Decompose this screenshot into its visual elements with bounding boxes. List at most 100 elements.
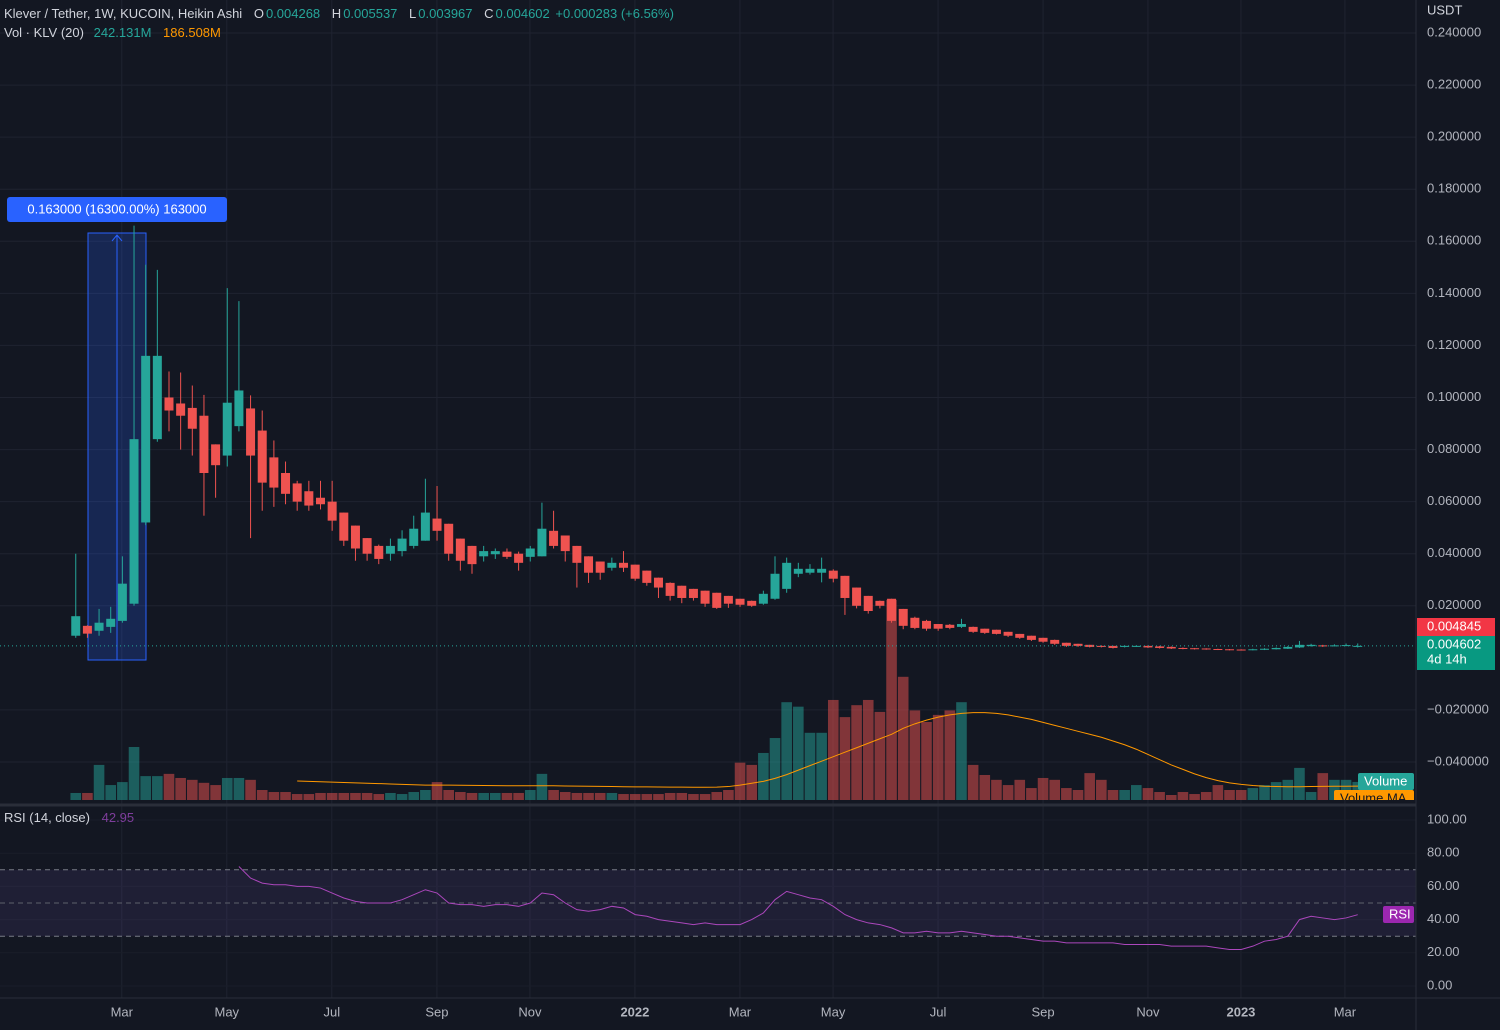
legend-value: 0.004602 bbox=[495, 6, 550, 21]
candle-body bbox=[1341, 645, 1351, 647]
volume-bar bbox=[268, 792, 280, 800]
candle-body bbox=[350, 525, 360, 549]
y-tick-label: 0.020000 bbox=[1427, 597, 1481, 612]
candle-body bbox=[397, 538, 407, 552]
volume-bar bbox=[256, 789, 268, 800]
rsi-tick-label: 20.00 bbox=[1427, 944, 1460, 959]
price-label-box bbox=[1417, 618, 1495, 636]
candle-body bbox=[1131, 645, 1141, 647]
candle-body bbox=[1038, 637, 1048, 642]
x-tick-label: May bbox=[821, 1004, 846, 1019]
candle-body bbox=[956, 624, 966, 627]
volume-bar bbox=[1096, 779, 1107, 800]
volume-bar bbox=[455, 792, 466, 800]
volume-bar bbox=[1119, 789, 1130, 800]
legend-value: 0.003967 bbox=[418, 6, 473, 21]
candle-body bbox=[490, 551, 500, 555]
volume-bar bbox=[932, 714, 944, 800]
x-tick-label: Jul bbox=[323, 1004, 340, 1019]
volume-bar bbox=[1247, 788, 1259, 800]
rsi-tick-label: 100.00 bbox=[1427, 811, 1467, 826]
candle-body bbox=[1248, 649, 1258, 651]
candle-body bbox=[560, 535, 570, 552]
candle-body bbox=[933, 624, 943, 629]
candle-body bbox=[875, 600, 885, 606]
volume-bar bbox=[956, 702, 967, 800]
y-tick-label: −0.040000 bbox=[1427, 753, 1489, 768]
volume-bar bbox=[583, 792, 594, 800]
candle-body bbox=[106, 618, 116, 627]
candle-body bbox=[1026, 635, 1036, 640]
volume-bar bbox=[1165, 794, 1177, 800]
volume-bar bbox=[152, 776, 163, 800]
volume-bar bbox=[466, 792, 478, 800]
candle-body bbox=[385, 545, 395, 554]
candle-body bbox=[549, 530, 559, 546]
overlay-layer: 0.163000 (16300.00%) 163000 bbox=[7, 197, 227, 222]
candle-body bbox=[898, 608, 908, 626]
volume-bar bbox=[676, 792, 688, 800]
volume-bar bbox=[443, 789, 454, 800]
candle-body bbox=[1108, 645, 1118, 648]
candle-body bbox=[1015, 633, 1025, 638]
legend-key: C bbox=[484, 6, 494, 21]
y-tick-label: 0.140000 bbox=[1427, 285, 1481, 300]
candle-body bbox=[1061, 642, 1071, 646]
volume-bar bbox=[746, 764, 758, 800]
volume-bar bbox=[897, 676, 909, 800]
currency-label: USDT bbox=[1427, 2, 1462, 17]
x-tick-label: Mar bbox=[1334, 1004, 1357, 1019]
rsi-line bbox=[238, 866, 1358, 950]
candle-body bbox=[688, 588, 698, 598]
volume-bar bbox=[303, 794, 315, 800]
candle-body bbox=[304, 491, 314, 506]
volume-bar bbox=[1072, 789, 1084, 800]
volume-bar bbox=[478, 792, 489, 800]
volume-bar bbox=[839, 717, 851, 800]
candle-body bbox=[502, 551, 512, 557]
volume-bar bbox=[291, 794, 303, 800]
candle-body bbox=[805, 568, 815, 573]
volume-bar bbox=[548, 789, 559, 800]
volume-ma-tag: Volume MA bbox=[1340, 790, 1407, 805]
measure-label-box bbox=[7, 197, 227, 222]
volume-bar bbox=[501, 792, 513, 800]
volume-bar bbox=[734, 762, 746, 800]
candle-body bbox=[222, 402, 232, 456]
candle-body bbox=[362, 538, 372, 554]
volume-bar bbox=[1026, 788, 1037, 800]
candle-body bbox=[665, 582, 675, 596]
volume-tag-box bbox=[1358, 773, 1414, 790]
x-tick-label: Sep bbox=[425, 1004, 448, 1019]
volume-bar bbox=[524, 789, 536, 800]
y-tick-label: 0.040000 bbox=[1427, 545, 1481, 560]
candle-body bbox=[94, 622, 104, 631]
candle-body bbox=[1283, 646, 1293, 649]
rsi-layer bbox=[0, 866, 1416, 950]
volume-bar bbox=[490, 792, 501, 800]
volume-bar bbox=[1259, 785, 1270, 800]
candle-body bbox=[374, 545, 384, 559]
candle-body bbox=[1155, 646, 1165, 648]
candle-body bbox=[444, 523, 454, 554]
volume-bar bbox=[1224, 789, 1235, 800]
volume-bar bbox=[874, 711, 886, 800]
candle-body bbox=[117, 583, 127, 621]
legend-value: 42.95 bbox=[101, 810, 135, 825]
candle-body bbox=[630, 564, 640, 579]
x-tick-label: Jul bbox=[930, 1004, 947, 1019]
volume-bar bbox=[921, 721, 932, 800]
candle-body bbox=[1178, 647, 1188, 649]
candle-body bbox=[71, 616, 81, 636]
candle-body bbox=[584, 556, 594, 573]
candle-body bbox=[817, 568, 827, 573]
volume-bar bbox=[1200, 792, 1212, 800]
y-tick-label: 0.240000 bbox=[1427, 24, 1481, 39]
x-tick-label: May bbox=[215, 1004, 240, 1019]
volume-bar bbox=[373, 794, 385, 800]
legend-title: Vol · KLV (20) bbox=[4, 25, 84, 40]
volume-tags: Volume MA Volume bbox=[1334, 773, 1414, 805]
price-label-box bbox=[1417, 636, 1495, 670]
candle-body bbox=[840, 575, 850, 598]
